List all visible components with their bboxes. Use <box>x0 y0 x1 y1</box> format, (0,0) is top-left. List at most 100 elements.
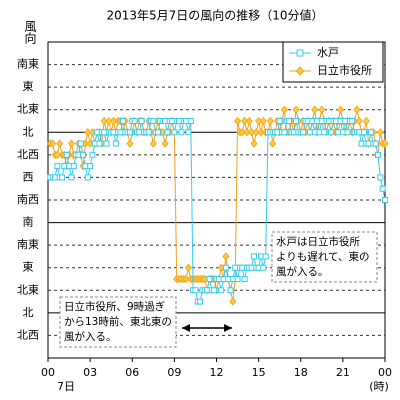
marker <box>105 116 113 126</box>
x-sub-label: 7日 <box>57 380 75 393</box>
marker <box>197 298 204 305</box>
y-tick-label: 南 <box>23 216 34 229</box>
marker <box>238 128 246 137</box>
x-tick-label: 12 <box>210 366 224 379</box>
marker <box>100 116 108 126</box>
marker <box>222 252 230 261</box>
x-unit-label: (時) <box>369 380 389 393</box>
marker <box>68 174 75 181</box>
marker <box>234 116 242 126</box>
marker <box>262 253 269 260</box>
marker <box>70 163 77 170</box>
marker <box>206 276 213 282</box>
marker <box>154 129 161 136</box>
marker <box>266 116 274 126</box>
marker <box>372 140 379 147</box>
marker <box>103 140 110 147</box>
marker <box>280 105 288 114</box>
legend-marker <box>295 66 305 76</box>
x-tick-label: 15 <box>252 366 266 379</box>
marker <box>96 140 103 147</box>
marker <box>260 264 267 271</box>
marker <box>374 151 381 158</box>
marker <box>259 116 267 126</box>
marker <box>67 139 75 148</box>
marker <box>53 150 61 159</box>
marker <box>84 174 91 181</box>
marker <box>211 287 218 294</box>
y-tick-label: 北西 <box>17 328 39 341</box>
arrow-head <box>224 324 232 332</box>
marker <box>218 287 225 294</box>
marker <box>178 129 185 136</box>
marker <box>377 174 384 181</box>
marker <box>293 118 300 124</box>
marker <box>187 118 194 124</box>
marker <box>255 116 263 126</box>
marker <box>184 263 192 272</box>
marker <box>164 129 171 136</box>
marker <box>150 118 157 124</box>
marker <box>59 174 66 181</box>
y-tick-label: 北 <box>23 306 34 319</box>
marker <box>300 129 307 136</box>
marker <box>276 118 283 124</box>
marker <box>185 129 192 136</box>
y-tick-label: 南東 <box>17 238 39 251</box>
marker <box>126 139 134 148</box>
marker <box>56 139 64 148</box>
marker <box>161 139 169 148</box>
marker <box>245 116 253 126</box>
marker <box>222 264 229 271</box>
x-tick-label: 03 <box>83 366 97 379</box>
y-tick-label: 北西 <box>17 148 39 161</box>
annotation-text: 水戸は日立市役所 <box>276 235 360 248</box>
marker <box>248 128 256 137</box>
marker <box>87 163 94 170</box>
marker <box>344 129 351 136</box>
y-tick-label: 東 <box>23 80 34 93</box>
x-tick-label: 09 <box>167 366 181 379</box>
marker <box>376 128 384 137</box>
marker <box>110 116 118 126</box>
marker <box>353 105 361 114</box>
annotation-text: から13時前、東北東の <box>64 315 172 328</box>
marker <box>349 118 356 124</box>
marker <box>379 185 386 192</box>
marker <box>54 163 61 170</box>
marker <box>286 118 293 124</box>
y-tick-label: 北東 <box>17 283 39 296</box>
y-tick-label: 北 <box>23 125 34 138</box>
marker <box>63 151 70 158</box>
annotation-text: 日立市役所、9時過ぎ <box>64 300 165 313</box>
annotation-box <box>59 296 177 348</box>
marker <box>250 253 257 260</box>
x-tick-label: 00 <box>41 366 55 379</box>
legend-label: 日立市役所 <box>317 63 372 77</box>
marker <box>362 116 370 126</box>
annotation-text: よりも遅れて、東の <box>276 250 369 263</box>
marker <box>241 116 249 126</box>
marker <box>318 105 326 114</box>
marker <box>381 139 389 148</box>
marker <box>252 128 260 137</box>
chart-title: 2013年5月7日の風向の推移（10分値） <box>106 8 323 23</box>
marker <box>84 128 92 137</box>
x-tick-label: 00 <box>378 366 392 379</box>
marker <box>182 274 190 284</box>
marker <box>138 118 145 124</box>
marker <box>382 197 388 203</box>
annotation-text: 風が入る。 <box>276 265 329 278</box>
marker <box>337 105 345 114</box>
marker <box>234 276 241 282</box>
legend-marker <box>296 49 304 57</box>
y-axis-label: 風向 <box>23 20 37 44</box>
marker <box>126 129 133 136</box>
annotation-text: 風が入る。 <box>64 330 117 343</box>
marker <box>292 105 300 114</box>
marker <box>149 139 157 148</box>
marker <box>112 140 119 147</box>
marker <box>250 139 258 148</box>
marker <box>49 139 57 148</box>
marker <box>243 128 251 137</box>
